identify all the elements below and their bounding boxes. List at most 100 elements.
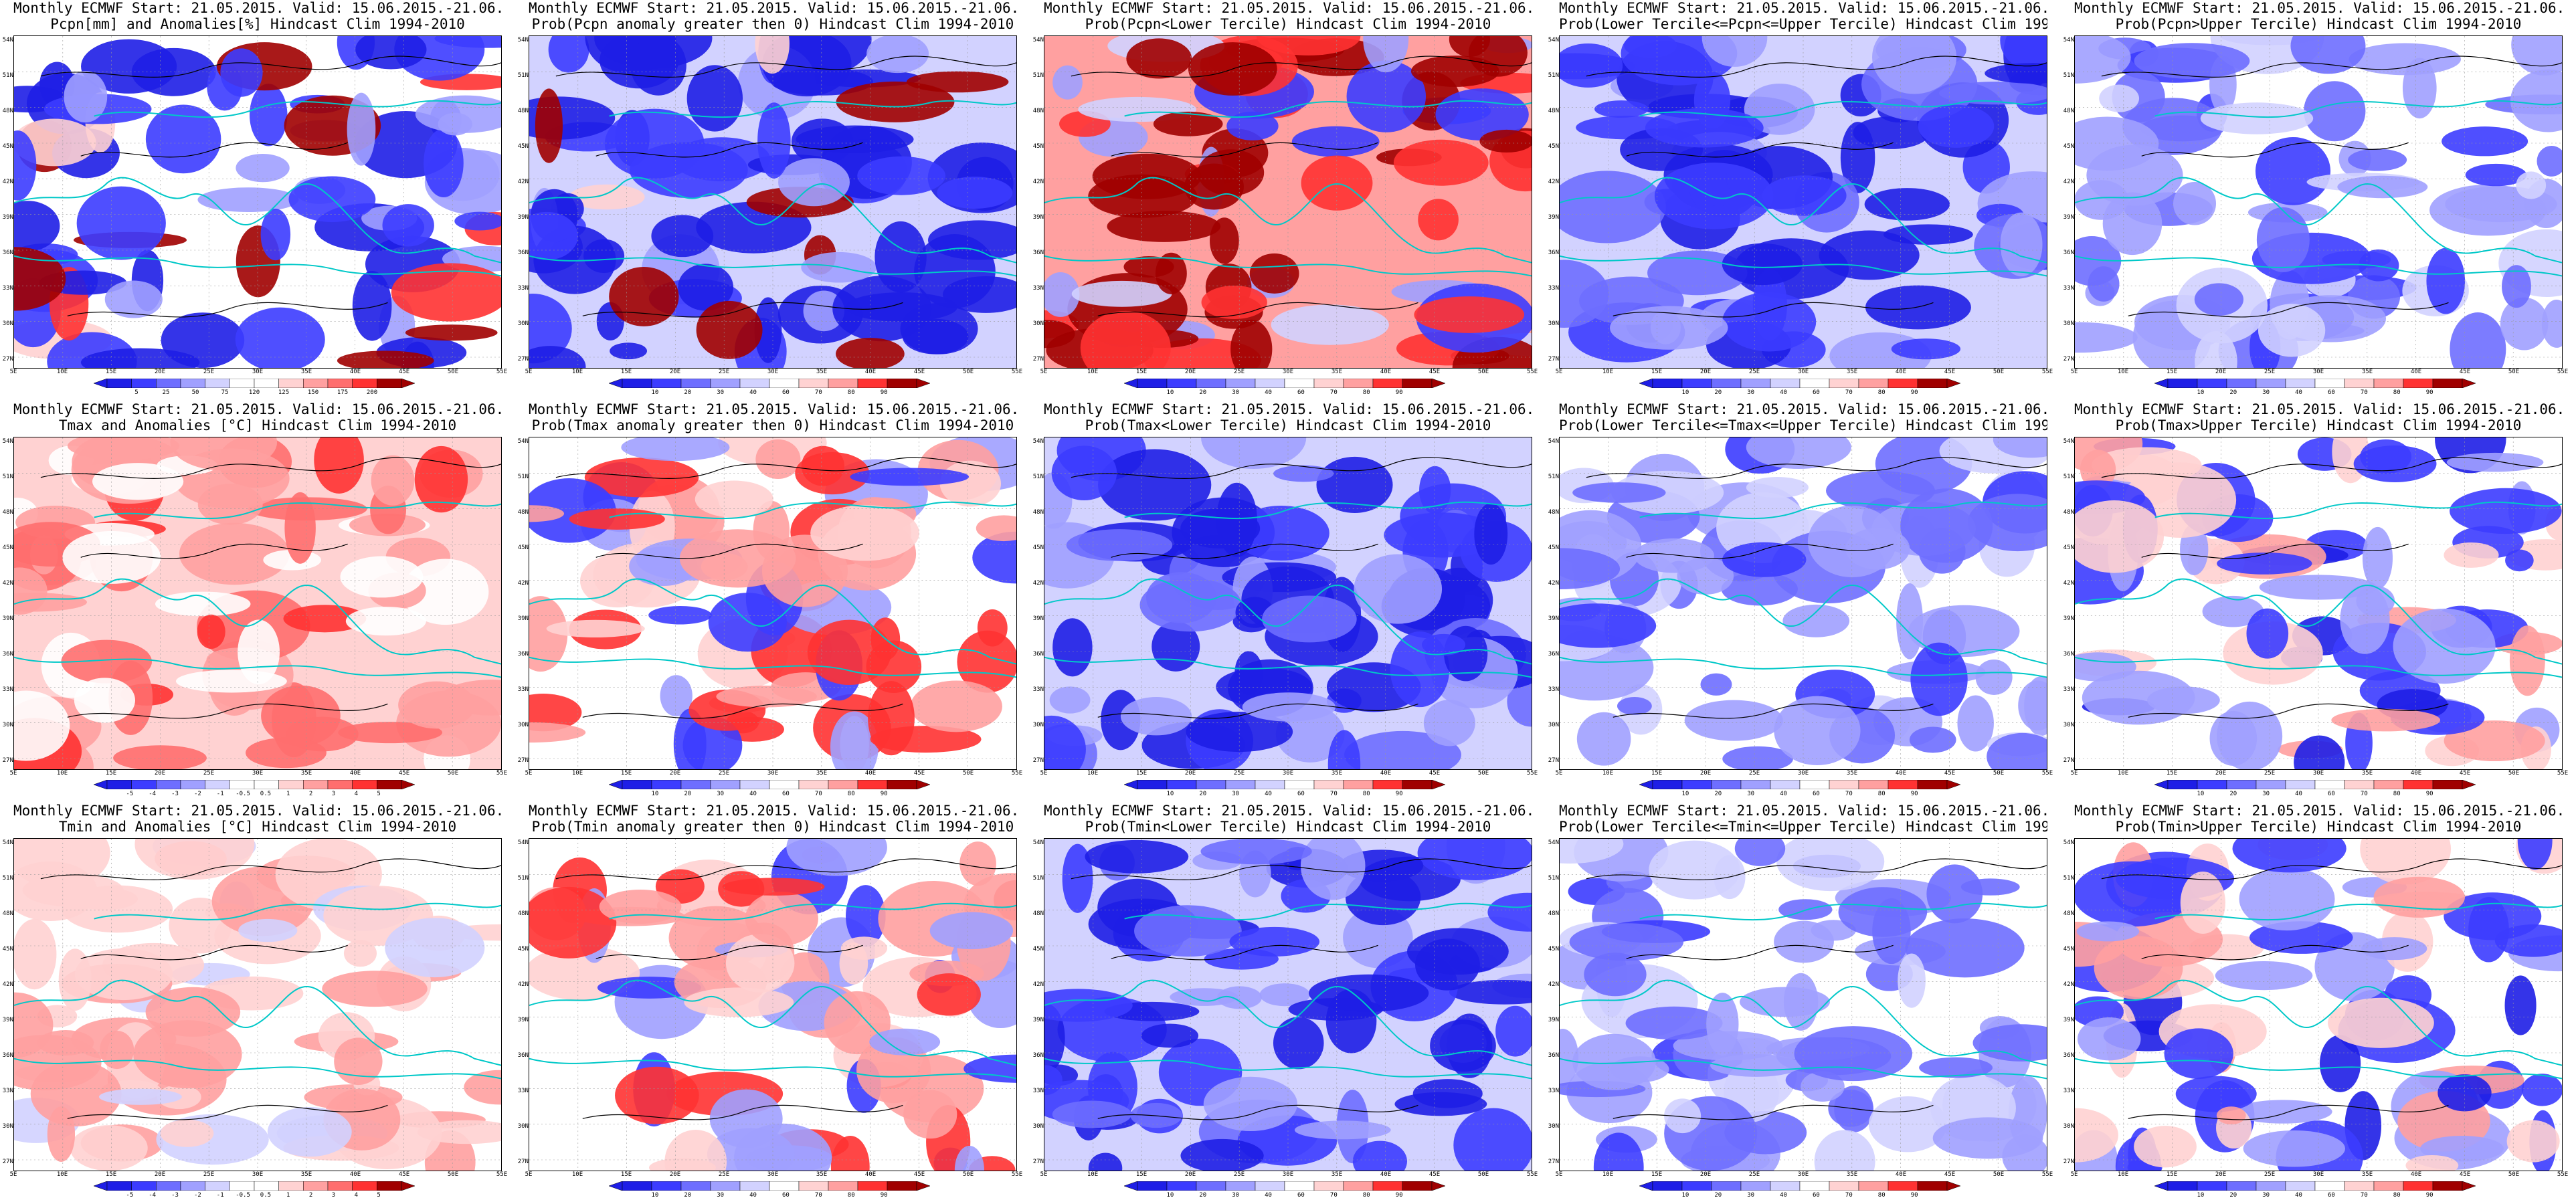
map-field-blob <box>2200 102 2314 134</box>
map-field-blob <box>1700 673 1732 696</box>
map-field-blob <box>1352 1140 1407 1171</box>
map-field-blob <box>2194 283 2244 316</box>
map-field-blob <box>2349 43 2462 76</box>
latitude-label: 27N <box>2063 757 2074 764</box>
longitude-label: 5E <box>1040 1171 1048 1178</box>
longitude-label: 20E <box>1699 770 1712 777</box>
map-field-blob <box>2541 300 2562 348</box>
color-bar-tick-label: 60 <box>1297 1192 1305 1199</box>
latitude-label: 42N <box>1548 179 1559 185</box>
latitude-label: 39N <box>1032 214 1044 221</box>
latitude-label: 42N <box>1548 580 1559 587</box>
latitude-label: 36N <box>1548 1052 1559 1059</box>
color-bar <box>609 780 930 789</box>
color-bar <box>1124 780 1445 789</box>
latitude-label: 48N <box>2 108 13 114</box>
map-plot-area <box>13 437 502 770</box>
longitude-label: 25E <box>2264 770 2276 777</box>
map-field-blob <box>1062 843 1093 913</box>
map-field-blob <box>1186 711 1293 752</box>
map-field-blob <box>1919 1057 1993 1078</box>
map-field-blob <box>708 593 787 652</box>
latitude-label: 30N <box>2 320 13 327</box>
latitude-label: 45N <box>2063 544 2074 551</box>
map-field-blob <box>2088 266 2120 302</box>
map-field-blob <box>1722 243 1803 286</box>
map-field-blob <box>917 973 981 1016</box>
map-field-blob <box>1868 1096 1948 1152</box>
coastline <box>2075 902 2562 1080</box>
map-field-blob <box>284 492 316 564</box>
longitude-label: 25E <box>718 770 730 777</box>
longitude-label: 15E <box>620 770 632 777</box>
color-bar-tick-label: 70 <box>2360 1192 2368 1199</box>
map-field-blob <box>910 680 1002 732</box>
map-field-blob <box>343 939 377 967</box>
longitude-label: 5E <box>525 1171 533 1178</box>
map-field-blob <box>62 885 173 933</box>
longitude-label: 55E <box>496 770 508 777</box>
map-field-blob <box>2505 549 2534 572</box>
map-field-blob <box>1722 542 1807 577</box>
map-field-blob <box>2258 304 2326 357</box>
latitude-label: 45N <box>2063 143 2074 150</box>
color-bar-ticks: 10 20 30 40 60 70 80 90 <box>609 791 930 800</box>
map-field-blob <box>1201 285 1267 319</box>
map-field-blob <box>1262 595 1357 643</box>
map-field-blob <box>673 708 707 769</box>
longitude-label: 55E <box>1011 1171 1023 1178</box>
longitude-label: 30E <box>1797 770 1809 777</box>
panel-title-line2: Prob(Lower Tercile<=Tmax<=Upper Tercile)… <box>1559 417 2047 433</box>
longitude-label: 20E <box>669 770 681 777</box>
color-bar-tick-label: -0.5 <box>236 1192 250 1199</box>
longitude-label: 40E <box>349 1171 361 1178</box>
longitude-label: 35E <box>300 770 312 777</box>
contour-lines <box>1586 858 2047 1120</box>
longitude-label: 55E <box>496 369 508 375</box>
longitude-label: 45E <box>2459 369 2471 375</box>
map-field-blob <box>1918 104 1995 148</box>
map-field-blob <box>1594 100 1649 118</box>
longitude-label: 35E <box>1331 1171 1343 1178</box>
color-bar-tick-label: 90 <box>2425 1192 2433 1199</box>
longitude-label: 20E <box>1184 1171 1196 1178</box>
coastline <box>529 902 1016 1080</box>
map-panel-13: Monthly ECMWF Start: 21.05.2015. Valid: … <box>1030 803 1546 1204</box>
map-field-blob <box>197 484 263 525</box>
latitude-label: 51N <box>1032 875 1044 882</box>
map-field-blob <box>170 437 278 471</box>
map-field-blob <box>2195 330 2237 368</box>
map-field-blob <box>334 1037 383 1086</box>
color-bar-tick-label: 80 <box>2393 791 2401 797</box>
map-field-blob <box>14 690 70 761</box>
color-bar-tick-label: -3 <box>171 791 179 797</box>
longitude-label: 40E <box>864 369 877 375</box>
color-bar-ticks: 10 20 30 40 60 70 80 90 <box>1639 1192 1960 1201</box>
longitude-label: 45E <box>913 1171 925 1178</box>
map-field-blob <box>2420 1136 2504 1162</box>
map-field-blob <box>866 36 929 74</box>
longitude-label: 30E <box>767 369 779 375</box>
panel-title-line1: Monthly ECMWF Start: 21.05.2015. Valid: … <box>529 401 1017 417</box>
color-bar-tick-label: 40 <box>1265 1192 1272 1199</box>
longitude-label: 15E <box>620 1171 632 1178</box>
longitude-label: 30E <box>1282 770 1294 777</box>
latitude-label: 33N <box>1032 686 1044 693</box>
color-bar-tick-label: 20 <box>1199 1192 1207 1199</box>
map-field-blob <box>695 480 773 518</box>
longitude-label: 20E <box>1699 1171 1712 1178</box>
longitude-label: 50E <box>1477 770 1489 777</box>
map-field-blob <box>1153 111 1223 136</box>
longitude-label: 50E <box>962 369 974 375</box>
latitude-label: 51N <box>2063 474 2074 480</box>
color-bar-tick-label: 10 <box>2197 791 2205 797</box>
map-field-blob <box>2294 735 2345 769</box>
latitude-label: 45N <box>1032 143 1044 150</box>
map-field-blob <box>1051 445 1117 501</box>
longitude-label: 10E <box>1087 369 1099 375</box>
map-field-blob <box>1256 36 1361 56</box>
map-field-blob <box>2506 1120 2560 1163</box>
map-field-blob <box>1706 993 1739 1056</box>
map-field-blob <box>14 593 87 612</box>
panel-title-line2: Prob(Tmin>Upper Tercile) Hindcast Clim 1… <box>2115 819 2522 835</box>
